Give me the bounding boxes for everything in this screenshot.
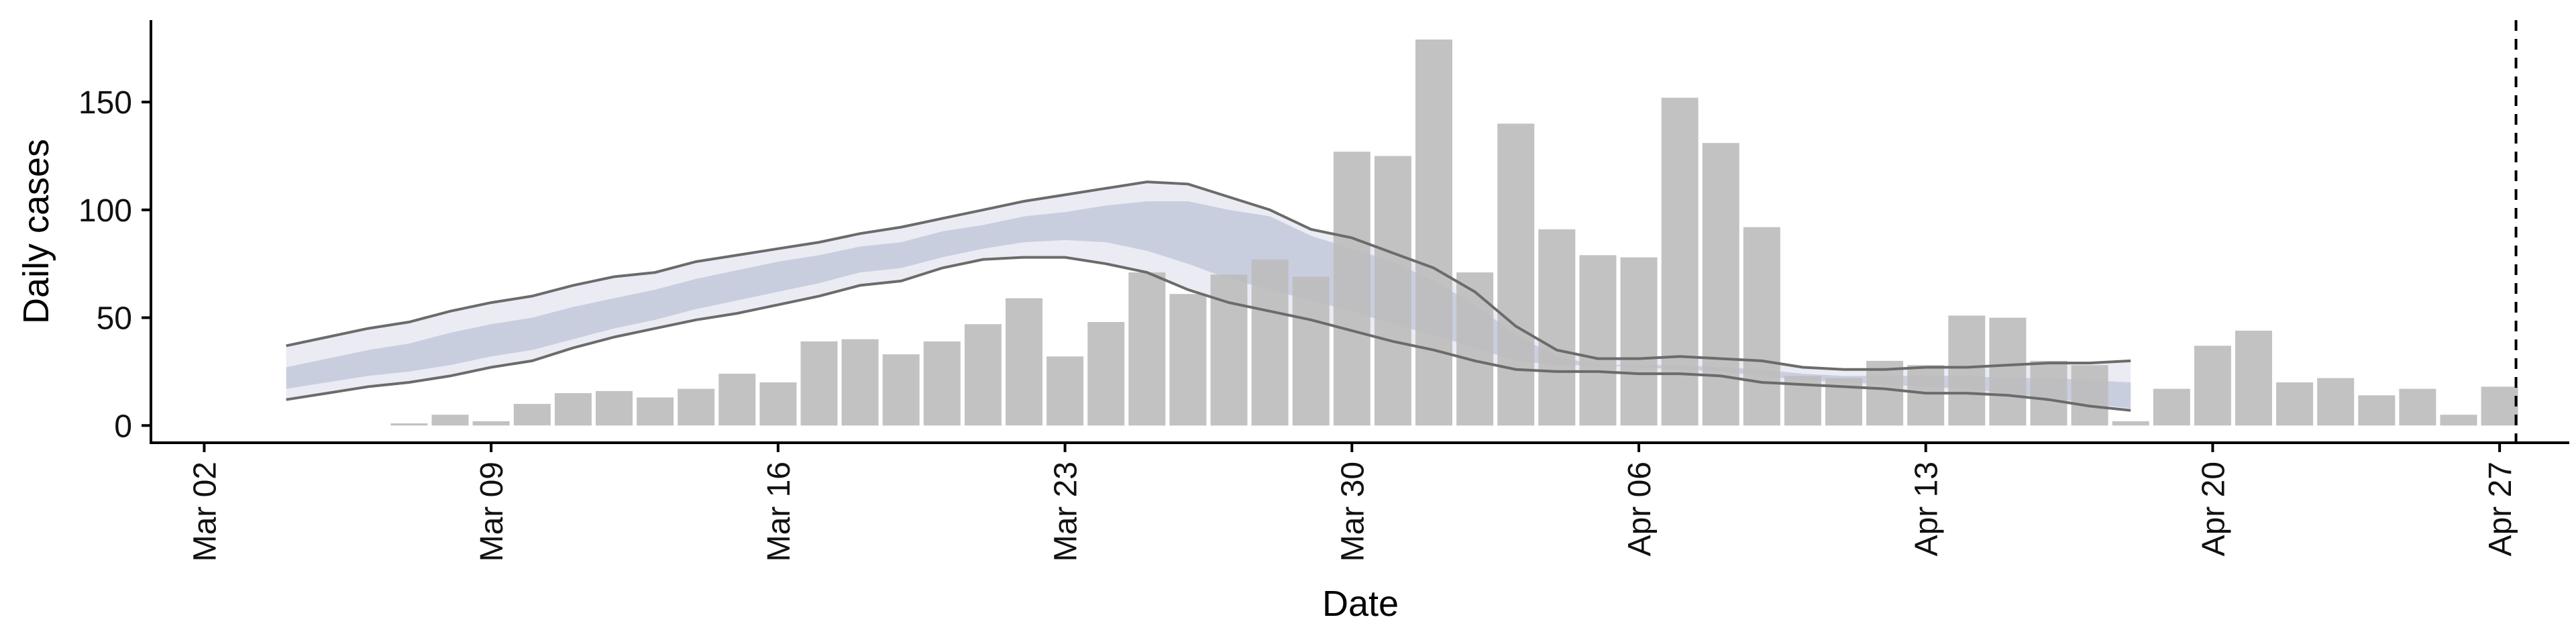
bar bbox=[431, 415, 469, 426]
axes bbox=[142, 20, 2569, 452]
bars bbox=[390, 39, 2518, 426]
y-axis-title: Daily cases bbox=[16, 139, 56, 324]
bar bbox=[759, 382, 797, 426]
bar bbox=[1087, 322, 1125, 426]
bar bbox=[2440, 415, 2477, 426]
bar bbox=[1620, 257, 1658, 426]
y-tick-label: 150 bbox=[78, 85, 132, 121]
x-tick-label: Apr 20 bbox=[2196, 462, 2231, 556]
y-tick-label: 50 bbox=[97, 301, 132, 337]
estimate-bound-lines bbox=[286, 180, 2131, 412]
bar bbox=[2071, 365, 2108, 426]
bar bbox=[1907, 365, 1945, 426]
estimate-bands bbox=[286, 182, 2131, 411]
bar bbox=[2481, 386, 2518, 426]
bar bbox=[1128, 272, 1166, 426]
bar bbox=[2030, 360, 2068, 426]
bar bbox=[2235, 330, 2272, 426]
bar bbox=[1251, 259, 1289, 426]
bar bbox=[2112, 421, 2149, 426]
bar bbox=[1456, 272, 1494, 426]
bar bbox=[841, 339, 879, 426]
bar bbox=[472, 421, 510, 426]
bar bbox=[1415, 39, 1452, 426]
y-tick-label: 0 bbox=[114, 409, 132, 444]
bar bbox=[1989, 317, 2027, 426]
bar bbox=[1661, 97, 1699, 426]
upper-bound-line bbox=[286, 180, 2131, 371]
bar bbox=[2399, 388, 2436, 426]
bar bbox=[596, 390, 633, 426]
bar bbox=[1866, 360, 1904, 426]
bar bbox=[678, 388, 715, 426]
band-50 bbox=[286, 201, 2131, 409]
x-tick-label: Apr 13 bbox=[1909, 462, 1945, 556]
bar bbox=[2317, 378, 2355, 426]
x-tick-label: Mar 09 bbox=[474, 462, 510, 561]
bar bbox=[1169, 294, 1207, 426]
bar bbox=[1948, 315, 1986, 426]
x-tick-label: Mar 30 bbox=[1335, 462, 1371, 561]
bar bbox=[923, 341, 961, 426]
bar bbox=[882, 354, 920, 426]
x-tick-label: Apr 27 bbox=[2483, 462, 2518, 556]
bar bbox=[1497, 123, 1535, 426]
bar bbox=[513, 404, 551, 426]
bar bbox=[1579, 255, 1617, 426]
x-tick-label: Mar 16 bbox=[761, 462, 797, 561]
bar bbox=[1292, 276, 1330, 426]
bar bbox=[637, 397, 674, 426]
bar bbox=[1702, 143, 1739, 426]
bar bbox=[554, 393, 592, 426]
bar bbox=[1743, 227, 1780, 426]
lower-bound-line bbox=[286, 256, 2131, 412]
bar bbox=[964, 324, 1002, 426]
bar bbox=[2153, 388, 2190, 426]
bar bbox=[1538, 229, 1576, 426]
y-tick-label: 100 bbox=[78, 193, 132, 229]
bar bbox=[1374, 156, 1411, 426]
bar bbox=[2276, 382, 2314, 426]
x-tick-label: Mar 23 bbox=[1049, 462, 1084, 561]
bar bbox=[2194, 345, 2231, 426]
bar bbox=[800, 341, 838, 426]
bar bbox=[718, 374, 756, 426]
bar bbox=[1006, 298, 1042, 426]
bar bbox=[390, 423, 428, 426]
bar bbox=[2358, 395, 2396, 426]
bar bbox=[1046, 356, 1084, 426]
x-tick-label: Mar 02 bbox=[187, 462, 223, 561]
x-tick-label: Apr 06 bbox=[1622, 462, 1658, 556]
x-axis-title: Date bbox=[1322, 584, 1399, 624]
bar bbox=[1333, 152, 1371, 426]
tick-labels: 0 50 100 150 Mar 02 Mar 09 Mar 16 Mar 23 Mar 30 A… bbox=[78, 85, 2518, 561]
